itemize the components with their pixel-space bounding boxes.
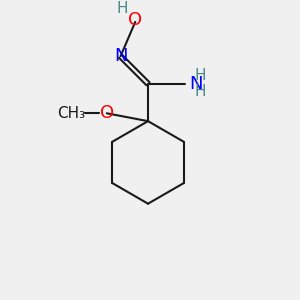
- Text: O: O: [128, 11, 142, 29]
- Text: H: H: [117, 1, 128, 16]
- Text: CH₃: CH₃: [57, 106, 85, 121]
- Text: O: O: [100, 104, 114, 122]
- Text: N: N: [114, 47, 127, 65]
- Text: H: H: [194, 68, 206, 83]
- Text: H: H: [194, 84, 206, 99]
- Text: N: N: [189, 75, 203, 93]
